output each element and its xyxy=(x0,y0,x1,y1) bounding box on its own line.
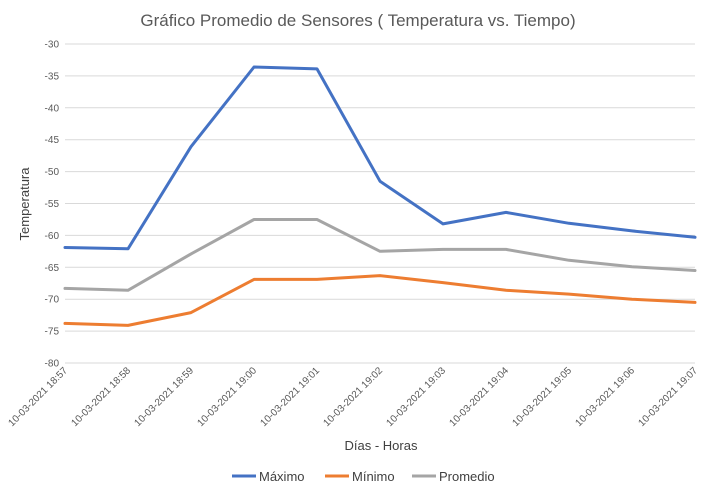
series-line-0 xyxy=(63,65,697,251)
y-tick-label: -70 xyxy=(45,295,60,306)
x-tick-label: 10-03-2021 19:03 xyxy=(385,365,449,429)
y-tick-label: -55 xyxy=(45,199,60,210)
y-tick-label: -40 xyxy=(45,103,60,114)
x-tick-label: 10-03-2021 18:58 xyxy=(70,365,134,429)
y-tick-label: -75 xyxy=(45,327,60,338)
y-axis-ticks: -30 -35 -40 -45 -50 -55 -60 -65 -70 -75 -80 xyxy=(45,40,60,370)
legend: Máximo Mínimo Promedio xyxy=(232,469,495,484)
x-tick-label: 10-03-2021 19:02 xyxy=(322,365,386,429)
x-tick-label: 10-03-2021 19:04 xyxy=(448,365,512,429)
y-axis-title: Temperatura xyxy=(17,167,32,241)
y-tick-label: -45 xyxy=(45,135,60,146)
y-tick-label: -50 xyxy=(45,167,60,178)
y-tick-label: -30 xyxy=(45,40,60,51)
x-tick-label: 10-03-2021 18:59 xyxy=(133,365,197,429)
x-tick-label: 10-03-2021 19:05 xyxy=(511,365,575,429)
series-lines xyxy=(63,65,697,327)
x-axis-title: Días - Horas xyxy=(345,438,418,453)
legend-label: Promedio xyxy=(439,469,495,484)
legend-label: Máximo xyxy=(259,469,305,484)
x-tick-label: 10-03-2021 19:01 xyxy=(259,365,323,429)
series-line-1 xyxy=(63,274,697,327)
y-tick-label: -60 xyxy=(45,231,60,242)
chart-title: Gráfico Promedio de Sensores ( Temperatu… xyxy=(140,11,575,30)
x-tick-label: 10-03-2021 19:00 xyxy=(196,365,260,429)
y-tick-label: -35 xyxy=(45,71,60,82)
y-tick-label: -80 xyxy=(45,359,60,370)
x-tick-label: 10-03-2021 19:07 xyxy=(637,365,701,429)
x-axis-ticks: 10-03-2021 18:57 10-03-2021 18:58 10-03-20… xyxy=(7,365,701,429)
gridlines xyxy=(65,43,695,364)
x-tick-label: 10-03-2021 19:06 xyxy=(574,365,638,429)
y-tick-label: -65 xyxy=(45,263,60,274)
x-tick-label: 10-03-2021 18:57 xyxy=(7,365,71,429)
series-line-2 xyxy=(63,218,697,292)
legend-label: Mínimo xyxy=(352,469,395,484)
